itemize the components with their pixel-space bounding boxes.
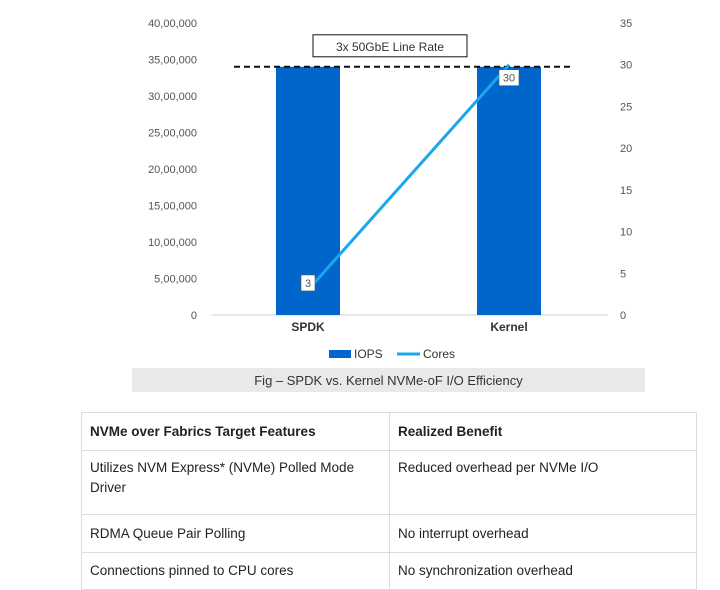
table-header-row: NVMe over Fabrics Target Features Realiz… xyxy=(81,412,697,451)
y-left-tick-label: 20,00,000 xyxy=(148,164,197,176)
data-label-box xyxy=(300,274,316,292)
y-right-tick-label: 5 xyxy=(620,268,626,280)
y-right-tick-label: 10 xyxy=(620,227,632,239)
data-label: 30 xyxy=(503,73,515,85)
table-cell-benefit: Reduced overhead per NVMe I/O xyxy=(389,450,697,515)
y-left-tick-label: 25,00,000 xyxy=(148,128,197,140)
table-row: Utilizes NVM Express* (NVMe) Polled Mode… xyxy=(81,450,697,515)
y-right-tick-label: 20 xyxy=(620,143,632,155)
y-left-tick-label: 5,00,000 xyxy=(154,274,197,286)
y-left-tick-label: 40,00,000 xyxy=(148,18,197,30)
table-cell-feature: RDMA Queue Pair Polling xyxy=(81,514,390,553)
figure-caption: Fig – SPDK vs. Kernel NVMe-oF I/O Effici… xyxy=(132,368,645,392)
table-row: RDMA Queue Pair Polling No interrupt ove… xyxy=(81,514,697,553)
reference-label-box xyxy=(312,34,468,58)
table-cell-benefit: No synchronization overhead xyxy=(389,552,697,590)
table-cell-feature: Connections pinned to CPU cores xyxy=(81,552,390,590)
data-label-box xyxy=(498,69,520,87)
chart-area: 0 5,00,000 10,00,000 15,00,000 20,00,000 25,0… xyxy=(148,18,632,361)
y-left-tick-label: 15,00,000 xyxy=(148,201,197,213)
bar-kernel xyxy=(477,66,541,315)
column-header-benefit: Realized Benefit xyxy=(389,412,697,451)
cores-line xyxy=(306,63,511,291)
table-cell-feature: Utilizes NVM Express* (NVMe) Polled Mode… xyxy=(81,450,390,515)
legend-label-iops: IOPS xyxy=(354,347,383,361)
y-right-tick-label: 25 xyxy=(620,101,632,113)
column-header-features: NVMe over Fabrics Target Features xyxy=(81,412,390,451)
y-right-tick-label: 35 xyxy=(620,18,632,30)
data-label: 3 xyxy=(305,278,311,290)
legend-swatch-iops xyxy=(329,350,351,358)
x-category-label: SPDK xyxy=(291,320,325,334)
x-category-label: Kernel xyxy=(490,320,527,334)
y-right-tick-label: 0 xyxy=(620,310,626,322)
y-left-tick-label: 35,00,000 xyxy=(148,55,197,67)
y-left-tick-label: 30,00,000 xyxy=(148,91,197,103)
legend-label-cores: Cores xyxy=(423,347,455,361)
table-row: Connections pinned to CPU cores No synch… xyxy=(81,552,697,590)
bar-spdk xyxy=(276,66,340,315)
y-left-tick-label: 10,00,000 xyxy=(148,237,197,249)
combo-chart: 0 5,00,000 10,00,000 15,00,000 20,00,000 25,0… xyxy=(148,18,632,361)
reference-line-label: 3x 50GbE Line Rate xyxy=(336,40,444,54)
y-left-tick-label: 0 xyxy=(191,310,197,322)
y-right-tick-label: 30 xyxy=(620,60,632,72)
features-table: NVMe over Fabrics Target Features Realiz… xyxy=(81,412,697,590)
table-cell-benefit: No interrupt overhead xyxy=(389,514,697,553)
y-right-tick-label: 15 xyxy=(620,185,632,197)
